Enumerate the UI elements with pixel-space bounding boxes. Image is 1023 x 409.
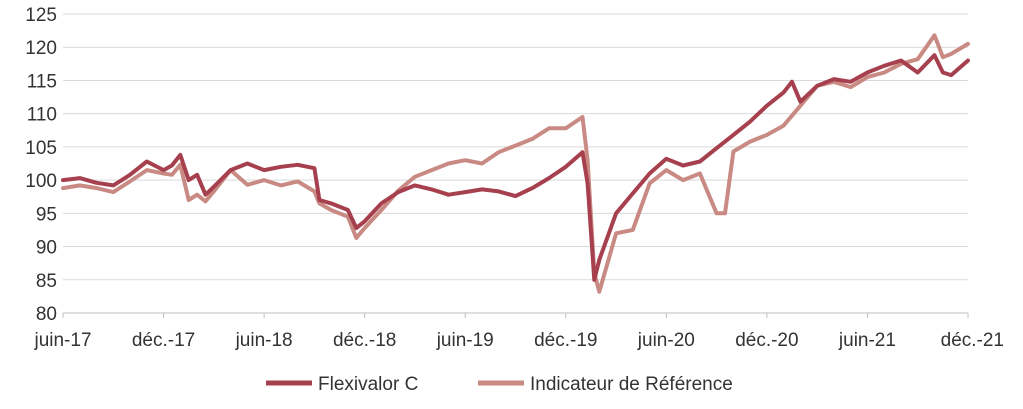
x-tick-label: juin-19 xyxy=(436,330,494,351)
y-tick-label: 120 xyxy=(25,38,57,59)
y-tick-label: 85 xyxy=(36,271,57,292)
legend-label: Flexivalor C xyxy=(318,374,418,395)
x-tick-label: juin-20 xyxy=(637,330,695,351)
y-tick-label: 125 xyxy=(25,5,57,26)
x-tick-label: juin-17 xyxy=(33,330,91,351)
gridlines xyxy=(63,13,968,314)
y-tick-label: 95 xyxy=(36,204,57,225)
x-tick-label: déc.-20 xyxy=(735,330,798,351)
series-line-indicateur-de-reference xyxy=(61,33,970,294)
x-tick-label: juin-18 xyxy=(235,330,293,351)
y-tick-label: 80 xyxy=(36,304,57,325)
y-tick-label: 115 xyxy=(27,71,57,92)
x-tick-label: déc.-18 xyxy=(333,330,396,351)
y-tick-label: 105 xyxy=(25,138,57,159)
y-tick-label: 100 xyxy=(25,171,57,192)
series-lines xyxy=(61,33,970,294)
x-axis-tick-labels: juin-17 déc.-17 juin-18 déc.-18 juin-19 déc.-… xyxy=(33,313,1004,351)
y-tick-label: 110 xyxy=(27,105,57,126)
legend: Flexivalor C Indicateur de Référence xyxy=(266,374,733,395)
x-tick-label: juin-21 xyxy=(838,330,896,351)
y-axis-tick-labels: 80 85 90 95 100 105 110 115 120 125 xyxy=(25,5,57,325)
x-tick-label: déc.-21 xyxy=(941,330,1004,351)
legend-label: Indicateur de Référence xyxy=(530,374,733,395)
y-tick-label: 90 xyxy=(36,238,57,259)
x-tick-label: déc.-17 xyxy=(132,330,195,351)
series-line-flexivalor-c xyxy=(61,53,970,282)
x-tick-label: déc.-19 xyxy=(534,330,597,351)
